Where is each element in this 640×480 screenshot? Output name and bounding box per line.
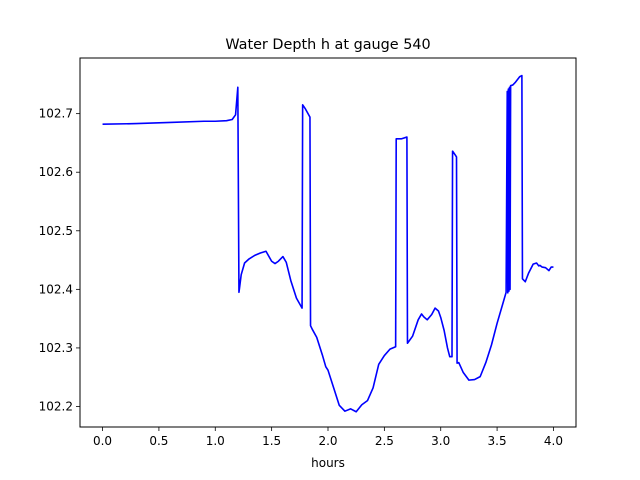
series-layer [102,74,554,413]
x-tick-label: 2.0 [318,434,337,448]
x-tick-label: 0.0 [93,434,112,448]
chart-title: Water Depth h at gauge 540 [225,37,430,53]
x-tick-label: 3.0 [431,434,450,448]
y-tick-label: 102.7 [39,107,73,121]
y-tick-label: 102.3 [39,341,73,355]
y-tick-label: 102.6 [39,165,73,179]
plot-area [79,57,577,428]
x-tick-label: 3.5 [488,434,507,448]
y-tick-label: 102.2 [39,400,73,414]
x-tick-label: 1.5 [262,434,281,448]
x-axis: 0.0 0.5 1.0 1.5 2.0 2.5 3.0 3.5 4.0 [93,427,563,448]
series-line [102,74,554,413]
x-axis-label: hours [311,456,345,470]
x-tick-label: 1.0 [206,434,225,448]
y-axis: 102.2 102.3 102.4 102.5 102.6 102.7 [39,107,80,414]
x-tick-label: 4.0 [544,434,563,448]
y-tick-label: 102.5 [39,224,73,238]
y-tick-label: 102.4 [39,282,73,296]
x-tick-label: 0.5 [149,434,168,448]
x-tick-label: 2.5 [375,434,394,448]
